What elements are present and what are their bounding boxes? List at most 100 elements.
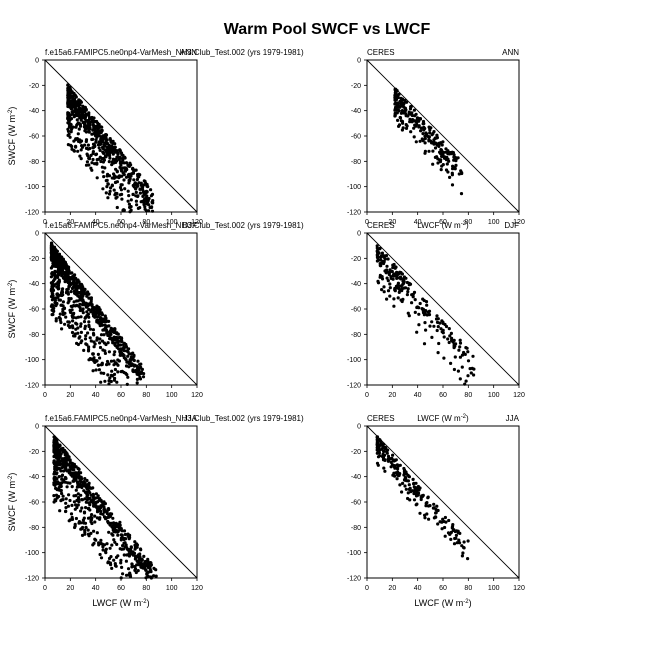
data-point [59,264,63,268]
data-point [114,555,119,560]
data-point [91,146,95,150]
data-point [118,351,122,355]
data-point [71,125,75,129]
data-point [406,491,410,495]
data-point [112,353,116,357]
data-point [399,111,403,115]
data-point [407,314,411,318]
data-point [87,303,91,307]
data-point [140,558,144,562]
data-point [67,269,71,273]
data-point [112,523,116,527]
data-point [107,362,111,366]
data-point [375,442,379,446]
x-tick-label: 80 [464,585,472,592]
data-point [108,376,112,380]
data-points [375,435,470,561]
data-point [114,521,118,526]
data-point [74,292,78,296]
data-point [119,160,123,164]
data-point [435,136,439,140]
data-point [103,133,108,137]
data-point [142,554,146,559]
data-point [456,156,460,160]
data-point [115,362,119,366]
data-point [382,285,386,289]
data-point [78,123,82,127]
x-tick-label: 40 [414,585,422,592]
data-point [423,516,427,520]
y-tick-label: -80 [29,525,39,532]
data-point [438,321,442,325]
data-point [100,129,104,133]
data-point [79,322,83,326]
x-tick-label: 60 [117,219,125,226]
data-point [110,163,114,167]
data-point [110,374,114,378]
data-point [52,494,56,498]
data-point [381,455,385,459]
data-point [66,117,70,121]
data-point [412,108,416,112]
data-point [105,174,109,178]
data-point [136,553,141,558]
data-point [75,485,79,489]
data-point [421,132,425,136]
data-point [400,289,404,293]
data-point [114,196,118,200]
data-point [420,494,424,498]
data-point [125,382,129,386]
data-point [135,364,139,368]
data-point [410,120,414,124]
data-point [81,104,85,108]
data-points [52,435,158,580]
data-point [460,171,464,176]
data-point [430,133,434,137]
data-point [394,108,398,112]
panel-left-label: f.e15a6.FAMIPC5.ne0np4-VarMesh_NH3.Club_… [45,48,304,57]
data-point [63,465,67,469]
data-point [138,372,142,376]
data-point [131,368,135,372]
data-point [459,192,464,196]
data-point [136,569,140,573]
data-point [123,532,127,537]
data-point [71,95,75,99]
data-point [62,469,66,473]
data-point [418,301,422,306]
data-point [64,315,68,319]
data-point [110,369,114,373]
data-point [52,284,56,288]
data-point [49,275,54,279]
data-point [107,556,112,561]
data-point [125,161,129,165]
data-point [66,481,70,485]
data-point [112,359,116,363]
data-point [149,188,153,192]
data-point [129,358,133,362]
data-point [112,538,116,542]
data-point [82,288,86,292]
data-point [441,163,445,167]
data-point [56,280,60,284]
data-point [118,148,122,152]
data-point [74,321,78,325]
data-point [126,354,130,358]
x-tick-label: 40 [414,392,422,399]
data-point [425,303,429,307]
data-point [137,368,141,372]
data-point [80,339,84,343]
data-point [85,490,89,494]
data-point [116,332,120,336]
data-point [112,338,116,342]
y-tick-label: -120 [25,210,39,217]
data-point [134,555,138,560]
panel-right-label: ANN [180,48,197,57]
data-point [423,149,427,153]
data-point [71,468,75,472]
data-point [136,559,140,564]
data-point [396,101,400,105]
data-point [55,292,59,296]
data-point [49,266,54,270]
data-point [67,123,71,127]
